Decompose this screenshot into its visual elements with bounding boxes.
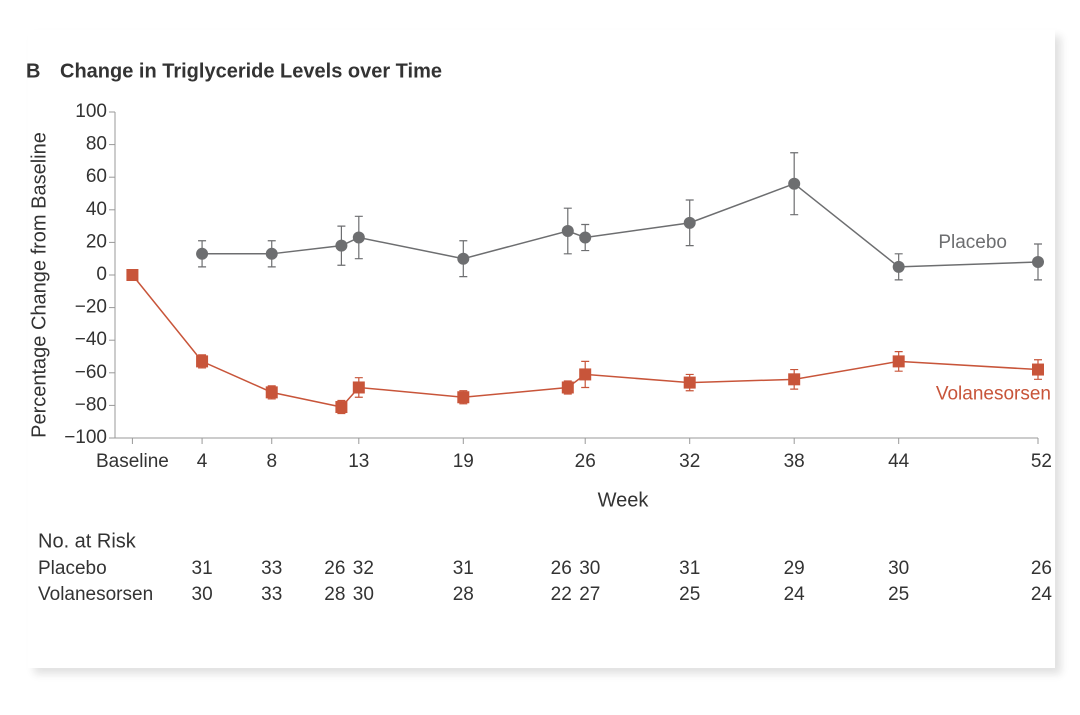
at-risk-value: 25 [679, 584, 700, 605]
at-risk-value: 25 [888, 584, 909, 605]
panel-label: B [26, 60, 40, 82]
x-tick-label: Baseline [96, 451, 169, 472]
point [335, 239, 348, 252]
at-risk-value: 30 [353, 584, 374, 605]
card [28, 30, 1055, 668]
at-risk-value: 32 [353, 558, 374, 579]
series-line [131, 274, 1039, 408]
at-risk-value: 28 [324, 584, 345, 605]
point [352, 381, 365, 394]
point [579, 368, 592, 381]
at-risk-value: 24 [784, 584, 806, 605]
x-tick-label: 19 [453, 451, 474, 472]
at-risk-value: 24 [1031, 584, 1053, 605]
point [126, 269, 139, 281]
x-tick-label: 52 [1031, 451, 1052, 472]
y-tick-label: 40 [86, 199, 107, 220]
at-risk-title: No. at Risk [38, 530, 137, 552]
point [457, 252, 470, 265]
point [1032, 363, 1044, 376]
x-axis-label: Week [598, 489, 650, 511]
at-risk-value: 30 [192, 584, 213, 605]
chart-title: Change in Triglyceride Levels over Time [60, 60, 442, 82]
at-risk-value: 33 [261, 584, 282, 605]
series-line [202, 182, 1039, 268]
at-risk-value: 31 [453, 558, 474, 579]
point [561, 224, 574, 237]
series-label: Placebo [938, 232, 1007, 253]
at-risk-value: 31 [679, 558, 700, 579]
at-risk-row-name: Volanesorsen [38, 584, 153, 605]
point [265, 386, 278, 399]
y-tick-label: −40 [75, 329, 107, 350]
x-tick-label: 4 [197, 451, 208, 472]
at-risk-value: 31 [192, 558, 213, 579]
y-tick-label: −100 [64, 427, 107, 448]
at-risk-value: 33 [261, 558, 282, 579]
point [788, 177, 801, 190]
at-risk-value: 26 [1031, 558, 1052, 579]
point [683, 216, 696, 229]
point [335, 401, 348, 414]
y-tick-label: 20 [86, 231, 107, 252]
at-risk-value: 28 [453, 584, 474, 605]
point [892, 355, 905, 368]
at-risk-value: 29 [784, 558, 805, 579]
y-tick-label: −80 [75, 394, 107, 415]
y-tick-label: 60 [86, 166, 107, 187]
y-tick-label: 100 [75, 101, 107, 122]
at-risk-value: 26 [551, 558, 572, 579]
point [196, 247, 209, 260]
x-tick-label: 44 [888, 451, 910, 472]
point [579, 231, 592, 244]
x-tick-label: 26 [575, 451, 596, 472]
point [561, 381, 574, 394]
y-tick-label: −60 [75, 362, 107, 383]
point [457, 391, 470, 404]
y-tick-label: −20 [75, 297, 107, 318]
point [892, 260, 905, 273]
y-tick-label: 80 [86, 134, 107, 155]
at-risk-value: 27 [579, 584, 600, 605]
point [788, 373, 801, 386]
x-tick-label: 13 [348, 451, 369, 472]
x-tick-label: 32 [679, 451, 700, 472]
x-tick-label: 38 [784, 451, 805, 472]
at-risk-value: 26 [324, 558, 345, 579]
x-tick-label: 8 [266, 451, 277, 472]
at-risk-value: 30 [888, 558, 909, 579]
point [265, 247, 278, 260]
at-risk-value: 22 [551, 584, 572, 605]
y-tick-label: 0 [96, 264, 107, 285]
point [352, 231, 365, 244]
point [196, 355, 209, 368]
point [1032, 255, 1044, 268]
series-label: Volanesorsen [936, 384, 1051, 405]
at-risk-row-name: Placebo [38, 558, 107, 579]
point [683, 376, 696, 389]
y-axis-label: Percentage Change from Baseline [28, 132, 50, 438]
at-risk-value: 30 [579, 558, 600, 579]
